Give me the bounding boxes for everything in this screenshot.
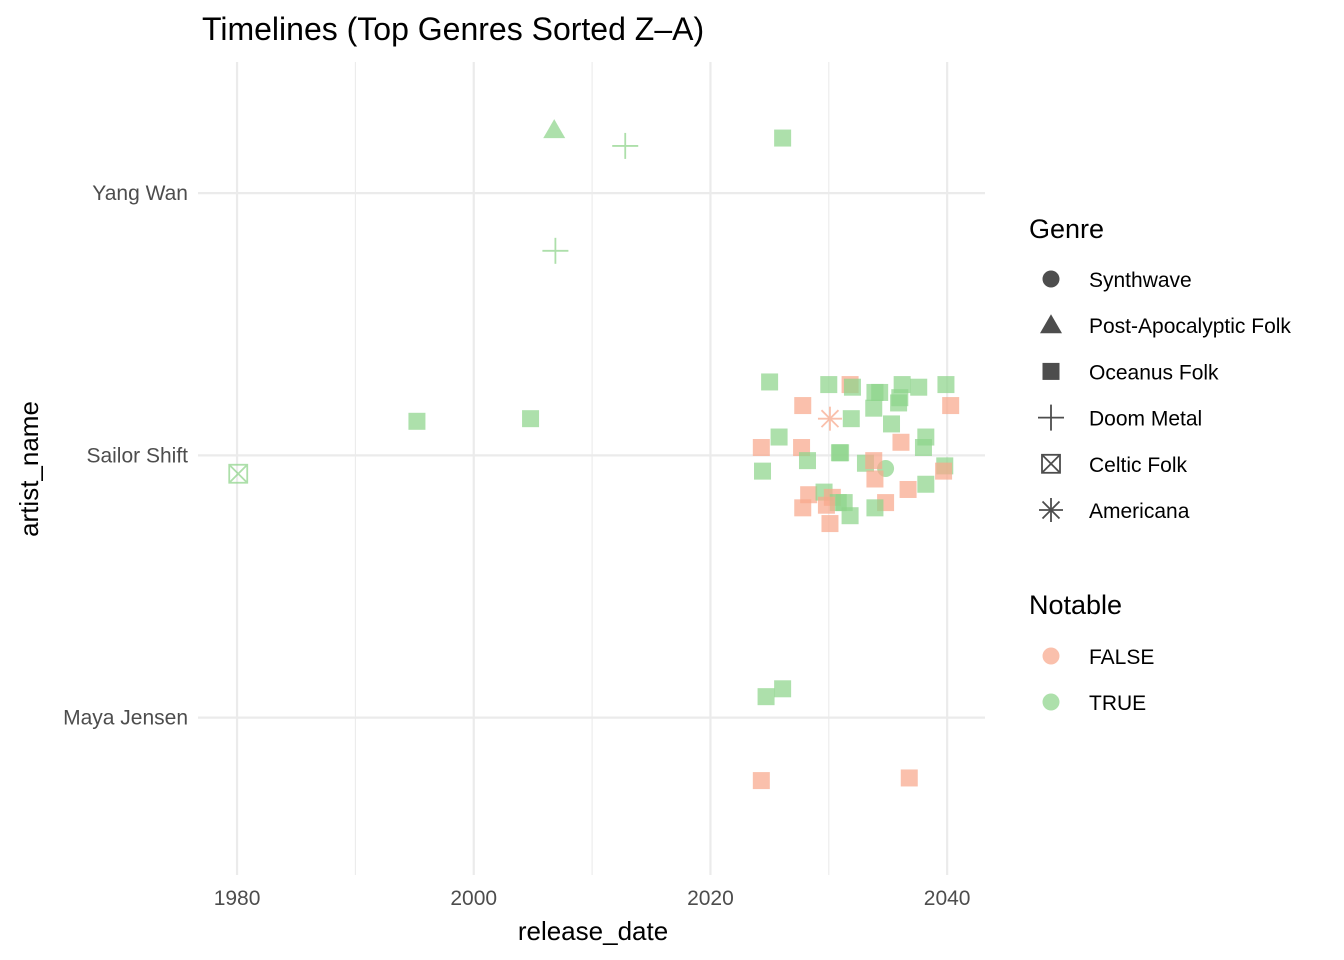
data-point [752,439,770,457]
data-point [774,129,792,147]
legend: Genre Synthwave Post-Apocalyptic Folk Ocean… [1029,214,1291,715]
data-point [794,397,812,415]
x-tick-label: 2020 [687,887,734,910]
data-point [761,373,779,391]
x-tick-label: 1980 [214,887,261,910]
data-point [910,378,928,396]
data-point [937,376,955,394]
data-point [871,383,889,401]
legend-key-square [1042,362,1060,380]
data-point [821,515,839,533]
data-point [917,475,935,493]
y-tick-label: Maya Jensen [63,707,188,730]
data-point [841,507,859,525]
data-point [770,428,788,446]
legend-label: Synthwave [1089,269,1192,292]
data-point [900,769,918,787]
data-point [842,410,860,428]
x-tick-label: 2000 [450,887,497,910]
data-point [891,389,909,407]
data-point [408,412,426,430]
y-axis-title: artist_name [14,401,44,537]
legend-key-asterisk [1039,498,1063,522]
data-point [865,399,883,417]
legend-label: FALSE [1089,646,1154,669]
data-points [228,119,960,790]
data-point [820,376,838,394]
x-axis-ticks: 1980 2000 2020 2040 [214,887,971,910]
legend-label: Post-Apocalyptic Folk [1089,315,1291,338]
data-point [752,772,770,790]
y-tick-label: Sailor Shift [86,444,188,467]
legend-label: Doom Metal [1089,408,1202,431]
legend-label: Celtic Folk [1089,454,1188,477]
data-point [835,494,853,512]
data-point [543,119,566,139]
legend-key-circle [1042,270,1060,288]
grid [198,62,985,875]
data-point [832,444,850,462]
legend-label: Americana [1089,500,1190,523]
legend-key-color [1042,647,1060,665]
data-point [866,499,884,517]
legend-key-triangle [1040,314,1062,334]
data-point [774,680,792,698]
data-point [798,452,816,470]
data-point [228,463,249,484]
x-axis-title: release_date [518,916,668,946]
data-point [935,462,953,480]
legend-label: Oceanus Folk [1089,361,1219,384]
data-point [754,462,772,480]
x-tick-label: 2040 [924,887,971,910]
data-point [522,410,540,428]
data-point [893,376,911,394]
y-axis-ticks: Maya Jensen Sailor Shift Yang Wan [63,182,188,730]
data-point [892,433,910,451]
data-point [817,406,842,431]
data-point [817,496,835,514]
data-point [899,480,917,498]
data-point [793,439,811,457]
data-point [794,499,812,517]
legend-title-genre: Genre [1029,214,1104,244]
legend-key-color [1042,693,1060,711]
y-tick-label: Yang Wan [92,182,188,205]
data-point [865,452,883,470]
data-point [542,237,569,264]
data-point [914,439,932,457]
data-point [800,486,818,504]
data-point [757,688,775,706]
legend-key-plus [1038,404,1064,431]
data-point [866,470,884,488]
data-point [843,378,861,396]
legend-title-notable: Notable [1029,590,1122,620]
chart-title: Timelines (Top Genres Sorted Z–A) [202,11,704,47]
legend-label: TRUE [1089,692,1146,715]
data-point [612,132,639,159]
legend-key-boxcross [1041,453,1061,474]
data-point [942,397,960,415]
data-point [883,415,901,433]
